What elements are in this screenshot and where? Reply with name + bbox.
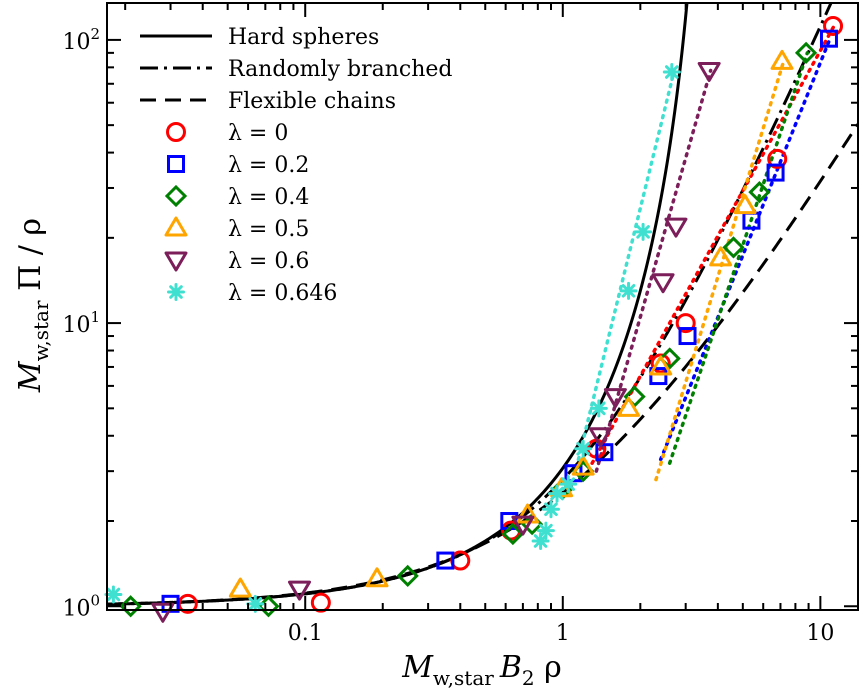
data-point-series-5-11 — [662, 63, 681, 82]
data-point-series-1-9 — [819, 29, 838, 48]
data-point-series-3-6 — [649, 355, 673, 376]
x-axis-title: Mw,star B2 ρ — [401, 650, 562, 690]
data-point-series-5-1 — [246, 594, 265, 613]
fit-line-series-3 — [654, 59, 786, 482]
y-tick-label: 102 — [62, 25, 100, 55]
curve-flexible — [107, 123, 858, 606]
fit-line-series-2 — [667, 51, 810, 465]
data-point-series-4-0 — [151, 602, 175, 623]
data-point-series-3-5 — [617, 396, 641, 417]
legend-label: Hard spheres — [228, 25, 379, 50]
data-point-series-1-4 — [595, 443, 614, 462]
data-point-series-5-6 — [559, 475, 578, 494]
data-point-series-2-2 — [396, 564, 419, 588]
fit-line-series-5 — [576, 70, 676, 462]
legend-label: λ = 0.4 — [228, 185, 309, 210]
data-point-series-5-4 — [542, 500, 561, 519]
legend-marker-series-3 — [164, 216, 188, 237]
data-point-series-2-11 — [794, 41, 818, 64]
curve-branched — [107, 3, 833, 606]
data-point-series-5-7 — [574, 439, 593, 458]
legend: Hard spheres Randomly branched Flexible ch… — [140, 25, 452, 306]
data-point-series-0-8 — [823, 15, 844, 36]
data-point-series-1-5 — [649, 367, 668, 386]
curve-hard_spheres — [107, 3, 689, 606]
x-tick-label: 10 — [806, 621, 834, 646]
y-tick-label: 101 — [62, 308, 100, 338]
data-point-series-1-1 — [436, 551, 455, 570]
legend-label: λ = 0.6 — [228, 249, 309, 274]
fit-line-series-1 — [658, 36, 832, 462]
data-point-series-0-1 — [310, 592, 331, 613]
data-point-series-2-7 — [623, 385, 646, 408]
data-point-series-0-7 — [767, 148, 788, 169]
legend-marker-series-4 — [164, 251, 188, 272]
data-point-series-2-8 — [658, 347, 681, 370]
legend-marker-series-0 — [166, 122, 186, 142]
data-point-series-3-8 — [733, 194, 757, 215]
legend-label: λ = 0.646 — [228, 281, 337, 306]
data-point-series-4-7 — [697, 61, 721, 82]
data-points — [104, 15, 844, 623]
data-point-series-5-5 — [548, 484, 567, 503]
data-point-series-4-4 — [603, 388, 627, 409]
data-point-series-3-9 — [770, 49, 794, 70]
plot-frame — [106, 2, 859, 611]
data-point-series-5-3 — [536, 521, 555, 540]
data-point-series-4-3 — [588, 427, 612, 448]
y-axis-title: Mw,star Π / ρ — [13, 218, 53, 393]
data-point-series-5-9 — [619, 281, 638, 300]
fit-line-series-4 — [594, 68, 713, 473]
legend-label: λ = 0.5 — [228, 217, 309, 242]
data-point-series-2-1 — [257, 595, 280, 618]
data-point-series-1-8 — [766, 163, 785, 182]
legend-label: λ = 0 — [228, 121, 288, 146]
data-point-series-0-5 — [650, 353, 671, 374]
data-point-series-2-9 — [722, 236, 745, 259]
data-point-series-3-0 — [228, 577, 252, 598]
y-tick-label: 100 — [62, 591, 100, 621]
data-point-series-4-5 — [651, 273, 675, 294]
data-point-series-3-2 — [516, 503, 540, 524]
data-point-series-3-4 — [571, 455, 595, 476]
data-point-series-3-1 — [365, 567, 389, 588]
data-point-series-3-7 — [709, 246, 733, 267]
data-point-series-2-3 — [501, 522, 524, 546]
data-point-series-4-2 — [511, 515, 535, 536]
x-tick-label: 0.1 — [288, 621, 323, 646]
legend-label: Randomly branched — [228, 57, 452, 82]
axis-ticks: 0.1 1 10 100 101 102 — [62, 3, 858, 646]
data-point-series-4-6 — [664, 217, 688, 238]
x-tick-label: 1 — [556, 621, 570, 646]
data-point-series-0-6 — [675, 313, 696, 334]
data-point-series-1-6 — [678, 327, 697, 346]
model-curves — [107, 3, 858, 606]
data-point-series-2-10 — [748, 181, 771, 204]
legend-marker-series-2 — [164, 184, 188, 208]
legend-marker-series-5 — [167, 283, 185, 301]
data-point-series-5-8 — [589, 399, 608, 418]
legend-label: Flexible chains — [228, 89, 396, 114]
data-point-series-5-0 — [104, 585, 123, 604]
legend-label: λ = 0.2 — [228, 153, 309, 178]
legend-marker-series-1 — [167, 155, 185, 173]
data-point-series-4-1 — [287, 580, 311, 601]
data-point-series-5-10 — [634, 222, 653, 241]
